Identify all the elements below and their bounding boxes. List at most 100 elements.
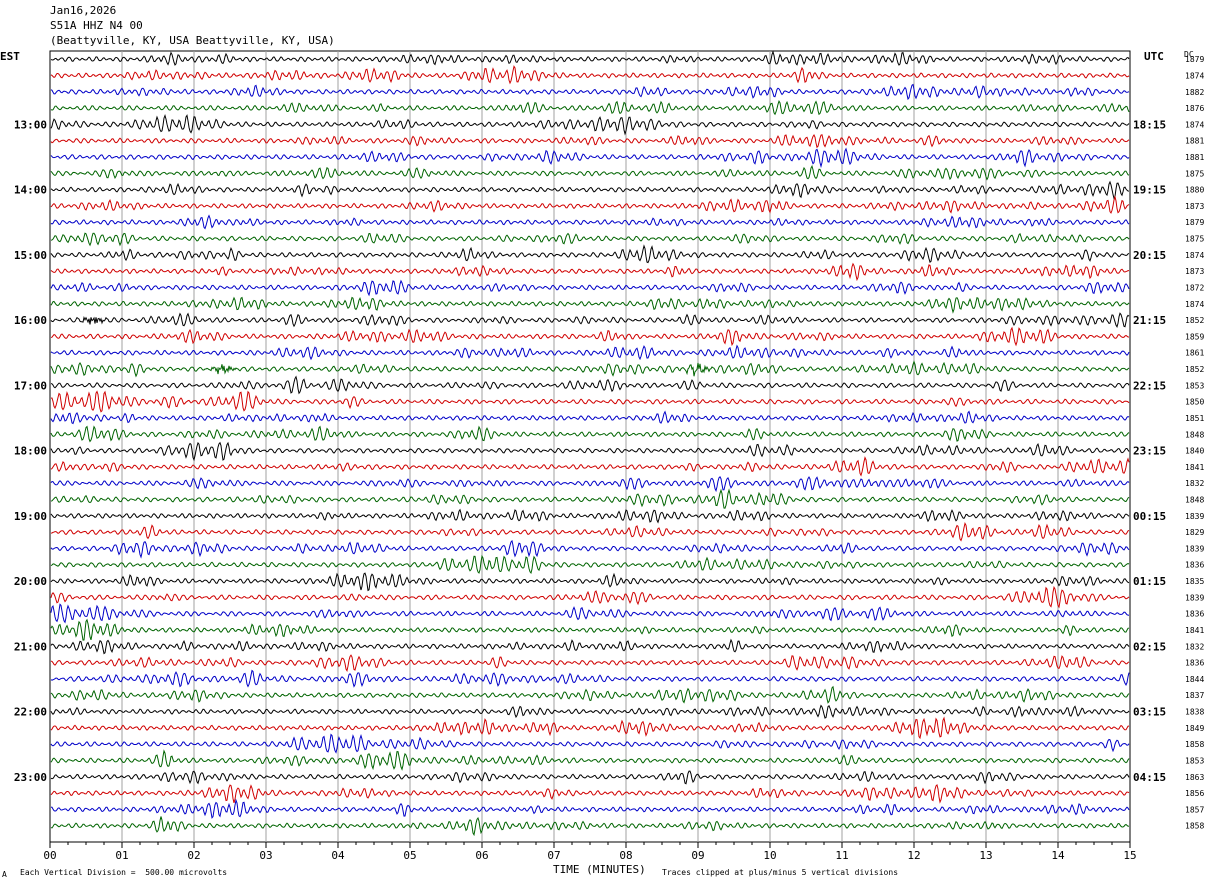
x-tick-label: 05 (403, 849, 416, 862)
x-tick-label: 01 (115, 849, 128, 862)
dc-offset-label: 1836 (1185, 561, 1204, 570)
trace-31 (50, 554, 1130, 575)
trace-24 (50, 441, 1130, 462)
corner-mark: A (2, 870, 7, 879)
trace-12 (50, 244, 1130, 264)
dc-offset-label: 1840 (1185, 447, 1204, 456)
dc-offset-label: 1832 (1185, 642, 1204, 651)
trace-46 (50, 798, 1130, 819)
dc-offset-label: 1853 (1185, 381, 1204, 390)
trace-41 (50, 716, 1130, 740)
plot-date: Jan16,2026 (50, 4, 117, 17)
dc-offset-label: 1875 (1185, 169, 1204, 178)
trace-42 (50, 733, 1130, 754)
plot-frame (49, 50, 1131, 843)
trace-11 (50, 232, 1130, 247)
trace-19 (50, 360, 1130, 378)
x-axis-label: TIME (MINUTES) (553, 863, 646, 876)
trace-47 (50, 816, 1130, 837)
x-tick-label: 08 (619, 849, 632, 862)
trace-26 (50, 476, 1130, 493)
trace-8 (50, 180, 1130, 200)
dc-offset-label: 1839 (1185, 512, 1204, 521)
trace-39 (50, 685, 1130, 704)
trace-0 (50, 50, 1130, 66)
x-tick-label: 11 (835, 849, 848, 862)
dc-offset-label: 1850 (1185, 398, 1204, 407)
right-hour-label: 04:15 (1133, 771, 1166, 784)
trace-15 (50, 296, 1130, 314)
trace-2 (50, 83, 1130, 101)
left-hour-label: 23:00 (14, 771, 47, 784)
right-hour-label: 19:15 (1133, 184, 1166, 197)
trace-7 (50, 164, 1130, 181)
dc-offset-label: 1858 (1185, 740, 1204, 749)
trace-25 (50, 456, 1130, 477)
trace-10 (50, 214, 1130, 230)
trace-27 (50, 488, 1130, 509)
dc-offset-label: 1879 (1185, 55, 1204, 64)
right-hour-label: 23:15 (1133, 445, 1166, 458)
dc-offset-label: 1839 (1185, 593, 1204, 602)
dc-offset-label: 1853 (1185, 756, 1204, 765)
dc-offset-label: 1836 (1185, 610, 1204, 619)
dc-offset-label: 1874 (1185, 300, 1204, 309)
dc-offset-label: 1841 (1185, 626, 1204, 635)
left-hour-label: 13:00 (14, 118, 47, 131)
x-tick-label: 13 (979, 849, 992, 862)
trace-36 (50, 638, 1130, 655)
right-timezone-label: UTC (1144, 50, 1164, 63)
plot-channel: S51A HHZ N4 00 (50, 19, 143, 32)
x-tick-label: 09 (691, 849, 704, 862)
dc-offset-label: 1874 (1185, 251, 1204, 260)
trace-4 (50, 113, 1130, 136)
scale-note: Each Vertical Division = 500.00 microvol… (20, 868, 228, 877)
right-hour-label: 22:15 (1133, 379, 1166, 392)
dc-offset-label: 1856 (1185, 789, 1204, 798)
dc-offset-label: 1836 (1185, 659, 1204, 668)
dc-offset-label: 1875 (1185, 235, 1204, 244)
dc-header-label: DC (1184, 50, 1194, 59)
left-hour-label: 21:00 (14, 640, 47, 653)
dc-offset-label: 1880 (1185, 186, 1204, 195)
trace-14 (50, 279, 1130, 297)
dc-offset-label: 1841 (1185, 463, 1204, 472)
dc-offset-label: 1832 (1185, 479, 1204, 488)
trace-34 (50, 603, 1130, 624)
left-timezone-label: EST (0, 50, 20, 63)
dc-offset-label: 1837 (1185, 691, 1204, 700)
trace-1 (50, 65, 1130, 85)
dc-offset-label: 1881 (1185, 137, 1204, 146)
trace-16 (50, 312, 1130, 329)
x-tick-label: 15 (1123, 849, 1136, 862)
trace-29 (50, 521, 1130, 542)
dc-offset-label: 1857 (1185, 805, 1204, 814)
dc-offset-label: 1844 (1185, 675, 1204, 684)
trace-30 (50, 539, 1130, 559)
right-hour-label: 20:15 (1133, 249, 1166, 262)
trace-23 (50, 425, 1130, 443)
x-tick-label: 10 (763, 849, 776, 862)
trace-18 (50, 344, 1130, 361)
trace-28 (50, 508, 1130, 524)
dc-offset-label: 1872 (1185, 283, 1204, 292)
left-hour-label: 17:00 (14, 379, 47, 392)
trace-5 (50, 134, 1130, 149)
trace-43 (50, 749, 1130, 771)
right-hour-label: 00:15 (1133, 510, 1166, 523)
x-tick-label: 07 (547, 849, 560, 862)
trace-9 (50, 195, 1130, 214)
trace-33 (50, 585, 1130, 609)
trace-6 (50, 147, 1130, 169)
x-tick-label: 14 (1051, 849, 1065, 862)
dc-offset-label: 1852 (1185, 316, 1204, 325)
trace-22 (50, 410, 1130, 425)
trace-45 (50, 784, 1130, 804)
x-tick-label: 03 (259, 849, 272, 862)
right-hour-label: 02:15 (1133, 640, 1166, 653)
trace-17 (50, 326, 1130, 347)
trace-3 (50, 99, 1130, 116)
left-hour-label: 16:00 (14, 314, 47, 327)
trace-40 (50, 704, 1130, 719)
